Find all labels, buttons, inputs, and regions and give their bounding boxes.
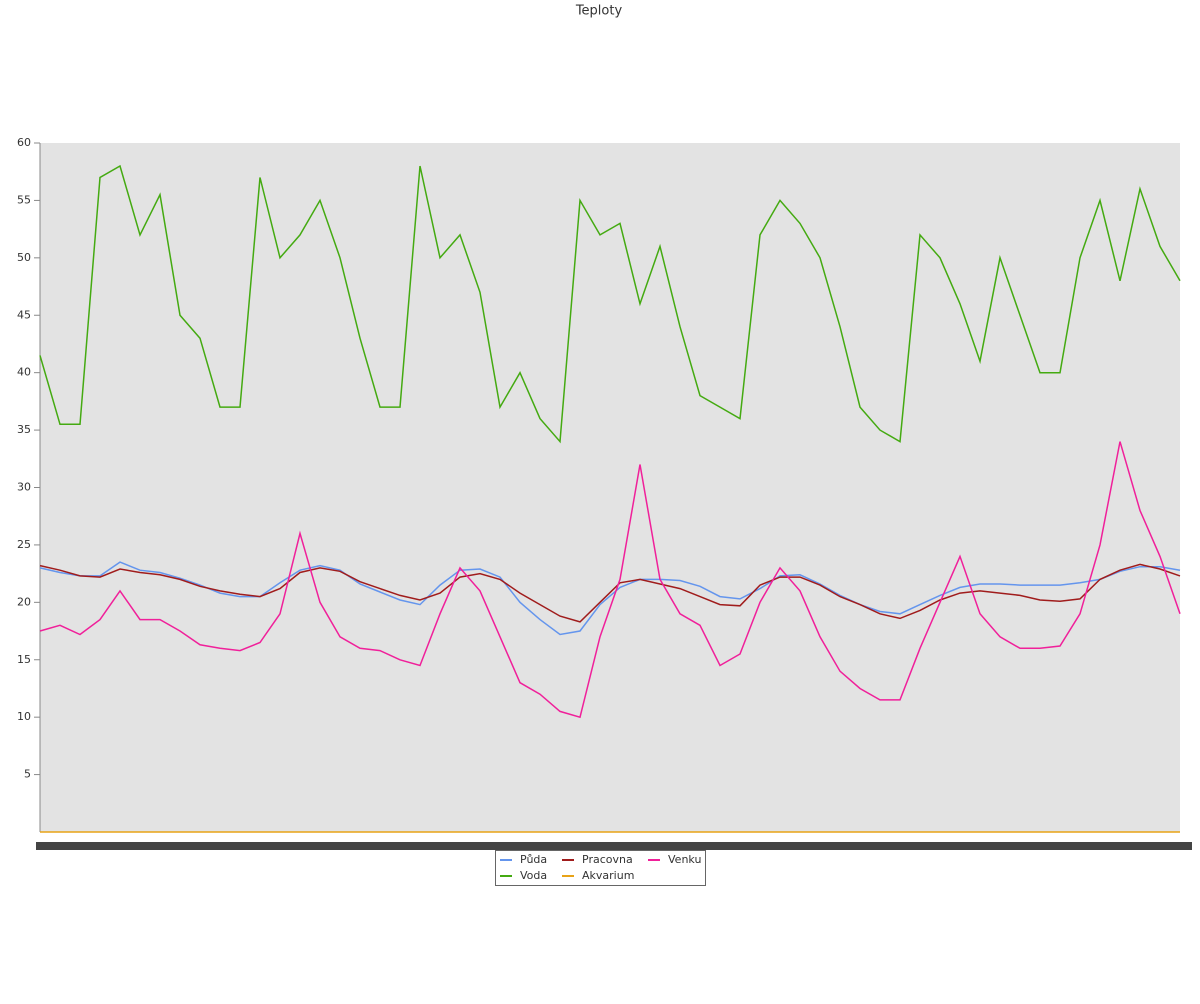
y-tick-label: 45 (17, 308, 31, 321)
y-tick-label: 15 (17, 653, 31, 666)
legend (495, 850, 706, 886)
chart-title: Teploty (575, 4, 623, 19)
y-tick-label: 50 (17, 251, 31, 264)
y-tick-label: 5 (24, 768, 31, 781)
legend-label: Venku (668, 853, 701, 866)
y-tick-label: 10 (17, 710, 31, 723)
plot-area (40, 143, 1180, 832)
series-line (39, 164, 1181, 444)
y-tick-label: 20 (17, 595, 31, 608)
legend-label: Půda (520, 853, 547, 866)
y-tick-label: 40 (17, 366, 31, 379)
legend-label: Pracovna (582, 853, 633, 866)
y-tick-label: 25 (17, 538, 31, 551)
y-tick-label: 55 (17, 193, 31, 206)
series-line (39, 561, 1181, 636)
series-line (39, 563, 1181, 623)
legend-label: Akvarium (582, 869, 634, 882)
series-line (39, 441, 1181, 719)
legend-label: Voda (520, 869, 547, 882)
y-tick-label: 60 (17, 136, 31, 149)
x-axis-band (36, 842, 1192, 850)
y-tick-label: 30 (17, 481, 31, 494)
y-tick-label: 35 (17, 423, 31, 436)
